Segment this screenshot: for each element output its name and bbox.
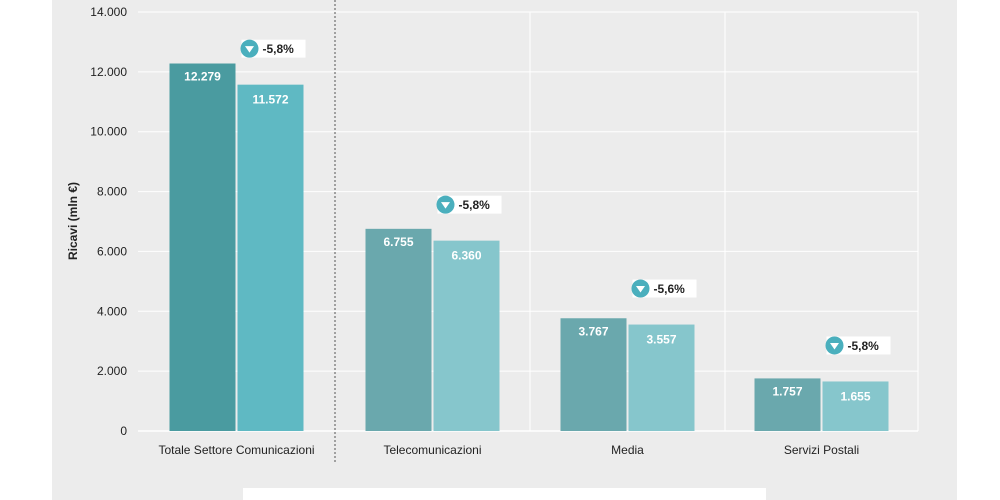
change-percent-label: -5,8% [848,339,880,353]
down-arrow-glyph [245,46,254,53]
change-badge [826,336,891,355]
data-label: 11.572 [252,93,288,107]
change-percent-label: -5,6% [654,282,686,296]
x-category-label: Servizi Postali [784,443,859,457]
change-badge [632,279,697,298]
data-label: 1.757 [772,384,802,398]
bar-series-2 [822,381,889,431]
bar-series-1 [560,318,627,431]
bar-series-1 [754,378,821,431]
data-label: 6.360 [451,249,481,263]
down-arrow-glyph [441,202,450,209]
y-tick-label: 0 [120,424,127,438]
change-badge [241,39,306,58]
data-label: 3.557 [646,333,676,347]
data-label: 12.279 [184,70,221,84]
data-label: 6.755 [383,235,413,249]
y-tick-label: 12.000 [90,65,127,79]
data-label: 3.767 [578,324,608,338]
x-category-label: Totale Settore Comunicazioni [158,443,314,457]
y-tick-label: 4.000 [97,304,127,318]
bar-series-2 [237,84,304,432]
y-tick-label: 6.000 [97,244,127,258]
y-tick-label: 14.000 [90,5,127,19]
x-category-label: Telecomunicazioni [383,443,481,457]
bar-series-2 [433,240,500,431]
data-label: 1.655 [840,389,870,403]
y-axis-label: Ricavi (mln €) [66,182,80,260]
change-badge [437,195,502,214]
bar-series-1 [365,228,432,431]
change-percent-label: -5,8% [459,198,491,212]
x-category-label: Media [611,443,644,457]
bar-series-1 [169,63,236,431]
bar-series-2 [628,324,695,431]
down-arrow-glyph [830,342,839,350]
change-percent-label: -5,8% [263,42,295,56]
y-tick-label: 10.000 [90,125,127,139]
y-tick-label: 2.000 [97,364,127,378]
y-tick-label: 8.000 [97,185,127,199]
legend-area [243,488,766,500]
down-arrow-glyph [636,286,645,293]
